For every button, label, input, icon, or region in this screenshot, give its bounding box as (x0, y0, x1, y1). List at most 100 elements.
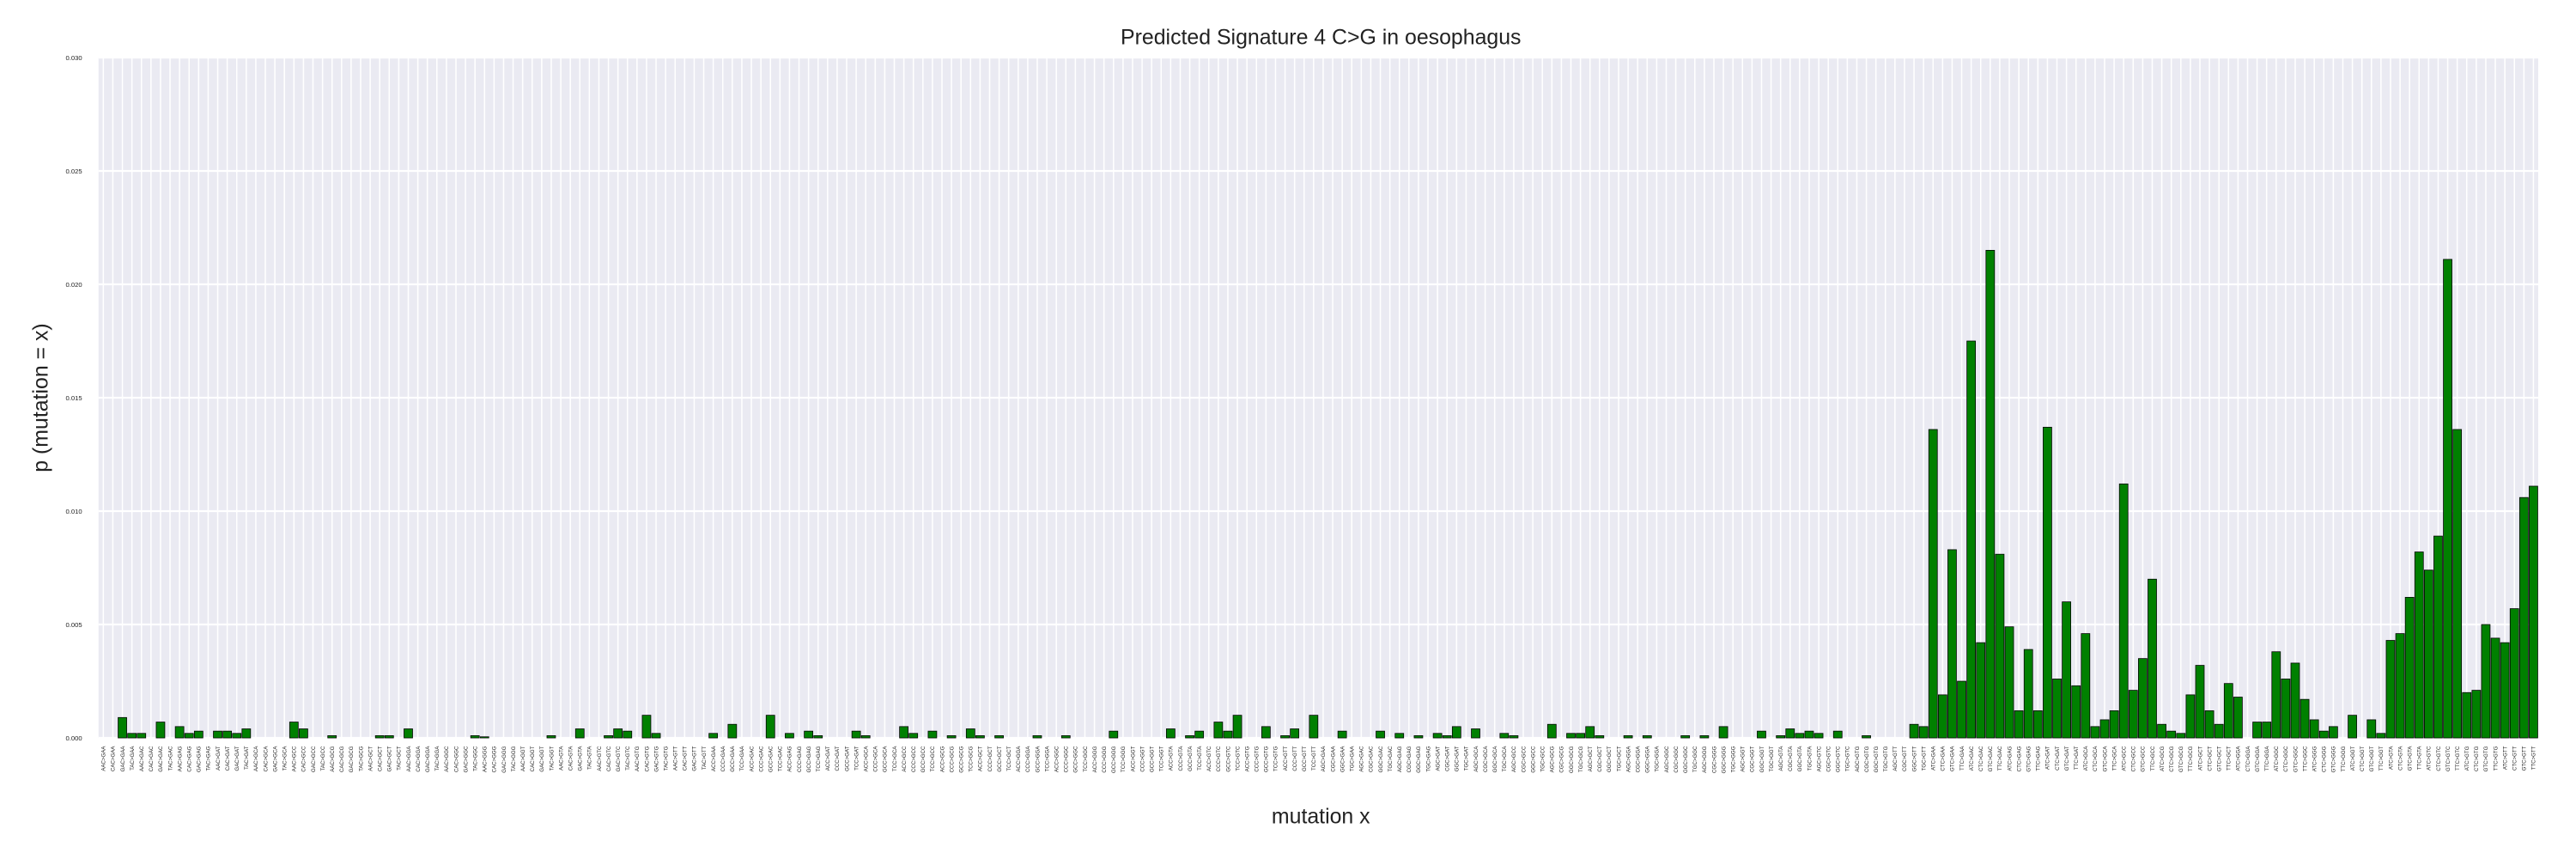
x-tick-label: GAC>GCA (272, 746, 278, 772)
x-tick-label: GAC>GTG (653, 746, 659, 771)
x-tick-label: AGC>GCA (1473, 746, 1479, 772)
bar (1995, 553, 2005, 739)
bar (1213, 722, 1224, 739)
x-tick-label: CCC>GAA (720, 746, 726, 772)
x-tick-label: GCC>GTC (1225, 746, 1231, 772)
x-tick-label: GAC>GCT (387, 746, 393, 771)
x-tick-label: CTC>GCC (2131, 746, 2137, 771)
bar (1509, 735, 1519, 739)
x-tick-label: AAC>GCG (330, 746, 336, 771)
x-tick-label: AAC>GCC (292, 746, 298, 771)
y-tick-label: 0.010 (66, 508, 82, 515)
bar (2109, 710, 2119, 739)
bar (1194, 730, 1205, 739)
bar (1394, 733, 1405, 739)
x-tick-label: GCC>GTT (1302, 746, 1308, 771)
bar (1718, 726, 1728, 739)
x-tick-label: ACC>GTC (1206, 746, 1212, 771)
x-tick-label: GGC>GGC (1683, 746, 1689, 773)
x-tick-label: CTC>GTG (2474, 746, 2480, 771)
x-tick-label: TCC>GGC (1083, 746, 1089, 772)
x-tick-label: AAC>GAG (177, 746, 183, 771)
y-tick-label: 0.030 (66, 54, 82, 62)
x-tick-label: CTC>GTC (2436, 746, 2442, 771)
bar (1032, 735, 1042, 739)
x-tick-label: CTC>GGG (2322, 746, 2328, 772)
x-tick-label: TGC>GGC (1692, 746, 1698, 772)
x-tick-label: TAC>GGG (511, 746, 517, 771)
bar (1680, 735, 1691, 739)
bar (2366, 719, 2377, 739)
chart-title: Predicted Signature 4 C>G in oesophagus (1121, 26, 1521, 50)
x-tick-label: GTC>GGC (2293, 746, 2299, 772)
x-tick-label: CAC>GTC (606, 746, 612, 771)
bar (374, 735, 385, 739)
bar (2262, 722, 2272, 739)
x-tick-label: GGC>GTC (1836, 746, 1842, 772)
x-tick-label: CCC>GTG (1255, 746, 1261, 771)
bar (1585, 726, 1595, 739)
x-tick-label: TTC>GGT (2379, 746, 2385, 771)
x-tick-label: GCC>GGC (1073, 746, 1079, 773)
x-tick-label: GGC>GGA (1645, 746, 1651, 773)
bar (813, 735, 823, 739)
bar (1795, 733, 1805, 739)
x-tick-label: GAC>GAT (234, 746, 240, 771)
x-tick-label: CCC>GGA (1025, 746, 1031, 772)
x-tick-label: TTC>GTC (2455, 746, 2461, 771)
bar (384, 735, 394, 739)
x-tick-label: ATC>GTG (2464, 746, 2470, 771)
bar (1546, 723, 1557, 739)
bar (2195, 665, 2205, 739)
x-tick-label: TTC>GCC (2150, 746, 2156, 771)
bar (765, 715, 775, 739)
bar (327, 735, 337, 739)
x-tick-label: CCC>GTT (1292, 746, 1298, 771)
x-tick-label: AAC>GCA (253, 746, 259, 771)
bar (2185, 694, 2196, 739)
bar (1832, 730, 1843, 739)
x-tick-label: TGC>GAC (1388, 746, 1394, 771)
x-tick-label: CTC>GGT (2360, 746, 2366, 771)
x-tick-label: GAC>GGG (501, 746, 507, 772)
x-tick-label: CGC>GAT (1445, 746, 1451, 771)
x-tick-label: ACC>GAT (825, 746, 831, 771)
x-tick-label: CAC>GTA (568, 746, 574, 771)
x-tick-label: TCC>GAA (739, 746, 745, 771)
bar (1223, 730, 1233, 739)
x-tick-label: ATC>GGG (2312, 746, 2318, 771)
bar (1261, 726, 1271, 739)
x-tick-label: CTC>GCG (2169, 746, 2175, 771)
x-tick-label: AAC>GTC (597, 746, 603, 771)
x-tick-label: CGC>GTC (1826, 746, 1832, 772)
x-tick-label: GAC>GGT (539, 746, 545, 771)
x-tick-label: GTC>GGG (2331, 746, 2337, 772)
x-tick-label: TAC>GCA (283, 746, 289, 771)
y-tick-label: 0.015 (66, 394, 82, 402)
bar (2138, 658, 2148, 739)
bar (574, 728, 585, 739)
bar (1957, 680, 1966, 739)
bar (965, 728, 975, 739)
x-tick-label: AAC>GGC (444, 746, 450, 772)
x-tick-label: CGC>GCG (1559, 746, 1565, 772)
x-tick-label: CAC>GAG (187, 746, 193, 771)
x-tick-label: TCC>GTG (1273, 746, 1279, 771)
x-tick-label: TGC>GGG (1730, 746, 1736, 772)
x-tick-label: TGC>GAA (1350, 746, 1356, 771)
bar (2233, 697, 2243, 739)
x-tick-label: TGC>GAT (1464, 746, 1470, 771)
x-tick-label: GCC>GAT (844, 746, 850, 771)
x-tick-label: CAC>GGA (416, 746, 422, 772)
x-tick-label: TAC>GAG (206, 746, 212, 771)
bar (2452, 429, 2463, 739)
x-tick-label: CAC>GGT (530, 746, 536, 771)
bar (2490, 637, 2500, 739)
x-tick-label: GTC>GGT (2369, 746, 2375, 771)
bar (213, 730, 222, 739)
x-tick-label: CCC>GCC (911, 746, 917, 772)
x-tick-label: AGC>GAC (1359, 746, 1365, 772)
x-tick-label: TTC>GCA (2111, 746, 2117, 771)
bar (222, 730, 233, 739)
bar (2004, 626, 2014, 739)
